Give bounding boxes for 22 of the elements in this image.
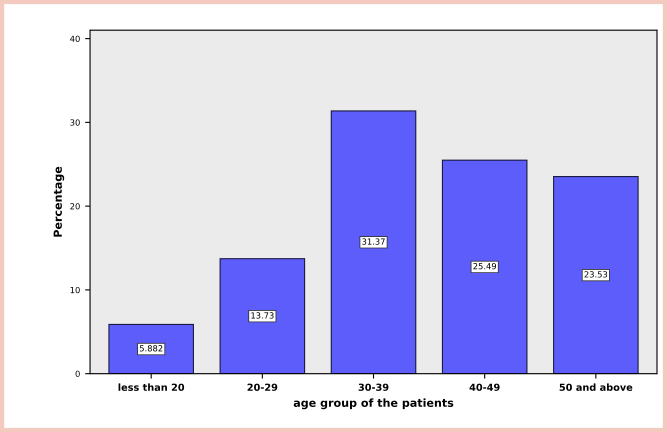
bar <box>330 110 416 374</box>
x-tick-label: 50 and above <box>560 383 632 391</box>
data-label: 5.882 <box>140 345 162 352</box>
bar <box>220 258 306 374</box>
x-tick-label: less than 20 <box>118 383 184 391</box>
y-axis-title: Percentage <box>54 166 64 237</box>
bar <box>553 176 639 374</box>
x-axis-title: age group of the patients <box>294 398 454 410</box>
x-tick-label: 30-39 <box>358 384 388 391</box>
data-label: 13.73 <box>251 312 274 319</box>
data-label: 25.49 <box>473 263 496 270</box>
y-tick-label: 20 <box>70 203 80 210</box>
y-tick-label: 10 <box>70 286 80 294</box>
data-label: 23.53 <box>584 271 608 278</box>
bar <box>108 324 194 374</box>
x-tick-label: 20-29 <box>248 384 278 391</box>
data-label: 31.37 <box>362 238 385 245</box>
y-tick-label: 40 <box>70 36 80 42</box>
y-tick-label: 0 <box>76 370 80 377</box>
bar <box>442 160 528 374</box>
x-tick-label: 40-49 <box>470 384 500 391</box>
y-tick-label: 30 <box>70 119 80 126</box>
